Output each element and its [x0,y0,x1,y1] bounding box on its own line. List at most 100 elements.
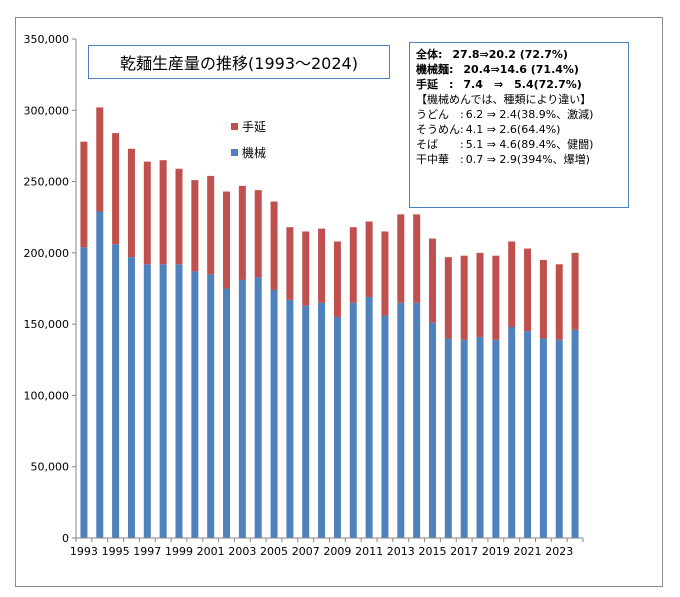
bar-machine-2000 [191,271,199,538]
y-tick-label: 0 [62,532,69,545]
bar-hand-2012 [381,231,389,316]
bar-machine-2006 [286,299,294,538]
bar-hand-2002 [223,191,231,289]
bar-hand-1993 [80,141,88,248]
info-line-label: 手延 : [416,78,454,91]
bar-hand-1995 [112,133,120,245]
bar-machine-2022 [539,338,547,538]
bar-machine-2020 [508,326,516,538]
bar-hand-2019 [492,255,500,340]
bar-hand-2024 [571,252,579,330]
bar-machine-1994 [96,211,104,538]
bars-group [80,107,579,539]
bar-machine-2024 [571,329,579,538]
bar-hand-2005 [270,201,278,290]
bar-machine-1999 [175,264,183,538]
info-line: 機械麺: 20.4⇒14.6 (71.4%) [416,62,622,77]
info-line: 全体: 27.8⇒20.2 (72.7%) [416,47,622,62]
info-line-value: 20.4⇒14.6 (71.4%) [463,63,579,76]
bar-hand-2003 [238,185,246,280]
bar-machine-2018 [476,336,484,538]
bar-hand-2015 [428,238,436,323]
bar-hand-2014 [413,214,421,303]
bar-hand-1996 [127,148,135,258]
bar-machine-2013 [397,302,405,538]
bar-machine-2017 [460,339,468,538]
info-line: 手延 : 7.4 ⇒ 5.4(72.7%) [416,77,622,92]
bar-machine-2007 [302,305,310,538]
legend-swatch [231,149,238,156]
bar-machine-2023 [555,339,563,538]
chart-title-box: 乾麺生産量の推移(1993〜2024) [88,45,390,79]
bar-machine-2019 [492,339,500,538]
y-tick-label: 100,000 [24,389,70,402]
x-tick-label: 2005 [260,545,288,558]
x-tick-label: 2001 [197,545,225,558]
bar-hand-2011 [365,221,373,298]
bar-hand-2009 [333,241,341,318]
bar-machine-2001 [207,274,215,538]
bar-hand-2018 [476,252,484,337]
bar-hand-2006 [286,227,294,300]
info-line: 干中華 :0.7 ⇒ 2.9(394%、爆増) [416,152,622,167]
y-tick-label: 200,000 [24,247,70,260]
info-line: そうめん: 4.1 ⇒ 2.6(64.4%) [416,122,622,137]
x-tick-label: 2017 [450,545,478,558]
x-tick-label: 2013 [387,545,415,558]
bar-machine-2015 [428,322,436,538]
bar-machine-2014 [413,302,421,538]
x-tick-label: 2007 [292,545,320,558]
bar-machine-1998 [159,264,167,538]
info-line-value: 4.1 ⇒ 2.6(64.4%) [465,123,561,136]
y-tick-label: 300,000 [24,104,70,117]
bar-machine-1997 [143,264,151,538]
x-tick-label: 1999 [165,545,193,558]
bar-hand-2001 [207,175,215,275]
bar-hand-2021 [524,248,532,332]
info-line-label: 【機械めんでは、種類により違い】 [416,93,592,106]
bar-hand-1997 [143,161,151,265]
info-line: うどん :6.2 ⇒ 2.4(38.9%、激減) [416,107,622,122]
bar-hand-2017 [460,255,468,340]
x-tick-label: 2015 [418,545,446,558]
x-tick-label: 2009 [323,545,351,558]
bar-hand-1998 [159,160,167,265]
x-tick-label: 2003 [228,545,256,558]
legend-swatch [231,123,238,130]
x-tick-label: 2023 [545,545,573,558]
info-line-value: 6.2 ⇒ 2.4(38.9%、激減) [465,108,594,121]
x-tick-label: 1993 [70,545,98,558]
bar-machine-2021 [524,331,532,538]
bar-machine-2003 [238,279,246,538]
bar-hand-2016 [444,257,452,339]
info-line-label: そば : [416,138,464,151]
x-tick-label: 1997 [133,545,161,558]
bar-machine-1995 [112,244,120,539]
bar-machine-2008 [318,302,326,538]
bar-machine-2016 [444,338,452,538]
legend-label: 機械 [242,145,266,160]
info-line: 【機械めんでは、種類により違い】 [416,92,622,107]
bar-hand-2023 [555,264,563,340]
info-line-label: 機械麺: [416,63,454,76]
bar-machine-1993 [80,247,88,538]
info-line: そば :5.1 ⇒ 4.6(89.4%、健闘) [416,137,622,152]
x-tick-label: 1995 [102,545,130,558]
bar-hand-2010 [349,227,357,303]
bar-machine-2009 [333,317,341,538]
bar-hand-1994 [96,107,104,212]
info-line-value: 27.8⇒20.2 (72.7%) [452,48,568,61]
legend-label: 手延 [242,120,266,134]
info-line-label: うどん : [416,108,464,121]
info-box: 全体: 27.8⇒20.2 (72.7%) 機械麺: 20.4⇒14.6 (71.4%… [409,42,629,208]
bar-hand-2000 [191,180,199,272]
bar-machine-2004 [254,277,262,538]
info-line-label: 全体: [416,48,443,61]
bar-hand-2013 [397,214,405,303]
info-line-value: 0.7 ⇒ 2.9(394%、爆増) [465,153,590,166]
info-line-label: そうめん: [416,123,464,136]
info-line-label: 干中華 : [416,153,464,166]
bar-machine-2012 [381,315,389,538]
y-tick-label: 50,000 [31,461,70,474]
